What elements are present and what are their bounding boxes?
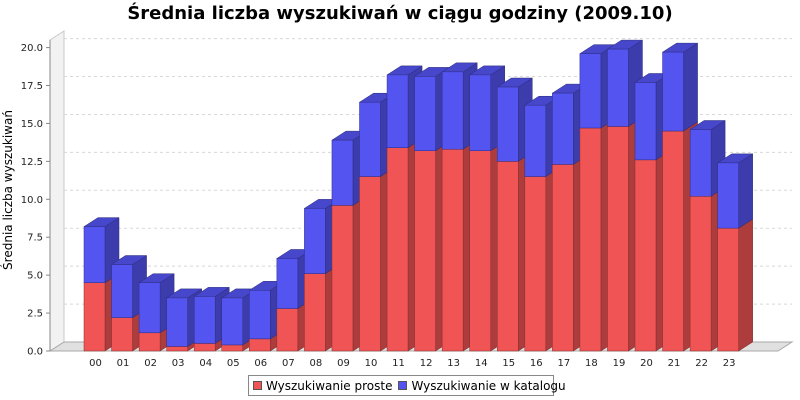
- y-tick-label: 0.0: [27, 347, 43, 358]
- x-tick-label-01: 01: [117, 358, 130, 369]
- y-tick-label: 7.5: [27, 233, 43, 244]
- x-tick-label-12: 12: [420, 358, 433, 369]
- x-tick-label-18: 18: [585, 358, 598, 369]
- x-tick-label-20: 20: [640, 358, 653, 369]
- legend-item-simple: Wyszukiwanie proste: [253, 379, 392, 393]
- legend: Wyszukiwanie proste Wyszukiwanie w katal…: [248, 375, 566, 396]
- x-tick-label-02: 02: [144, 358, 157, 369]
- x-tick-label-10: 10: [365, 358, 378, 369]
- legend-label-simple: Wyszukiwanie proste: [266, 378, 393, 393]
- legend-swatch-catalog: [398, 381, 408, 390]
- bar-catalog-21: [661, 42, 699, 132]
- bar-simple-23: [716, 218, 754, 352]
- bar-catalog-23: [716, 153, 754, 229]
- x-tick-label-03: 03: [172, 358, 185, 369]
- x-tick-label-21: 21: [668, 358, 681, 369]
- x-tick-label-14: 14: [475, 358, 488, 369]
- y-axis-ticks: 0.0 2.5 5.0 7.5 10.0 12.5 15.0 17.5 20.0: [21, 43, 50, 358]
- y-tick-label: 17.5: [21, 81, 43, 92]
- x-tick-label-04: 04: [199, 358, 212, 369]
- y-tick-label: 10.0: [21, 195, 43, 206]
- x-tick-label-17: 17: [557, 358, 570, 369]
- x-tick-label-08: 08: [310, 358, 323, 369]
- bars: [83, 39, 754, 352]
- y-tick-label: 15.0: [21, 119, 43, 130]
- legend-label-catalog: Wyszukiwanie w katalogu: [411, 378, 566, 393]
- bar-catalog-22: [689, 120, 726, 197]
- x-tick-label-13: 13: [447, 358, 460, 369]
- x-tick-label-19: 19: [613, 358, 626, 369]
- legend-item-catalog: Wyszukiwanie w katalogu: [398, 378, 566, 393]
- x-axis-ticks: 00 01 02 03 04 05 06 07 08 09 10 11 12 13 14 15 16 17 18 19…: [89, 358, 735, 369]
- y-tick-label: 12.5: [21, 157, 43, 168]
- x-tick-label-23: 23: [723, 358, 736, 369]
- chart-title: Średnia liczba wyszukiwań w ciągu godzin…: [127, 2, 672, 24]
- x-tick-label-00: 00: [89, 358, 102, 369]
- y-tick-label: 2.5: [27, 309, 43, 320]
- x-tick-label-07: 07: [282, 358, 295, 369]
- legend-swatch-simple: [253, 381, 262, 390]
- x-tick-label-11: 11: [392, 358, 405, 369]
- x-tick-label-16: 16: [530, 358, 543, 369]
- x-tick-label-22: 22: [695, 358, 708, 369]
- y-axis-label: Średnia liczba wyszukiwań: [0, 110, 15, 270]
- x-tick-label-15: 15: [502, 358, 515, 369]
- x-tick-label-06: 06: [254, 358, 267, 369]
- y-tick-label: 20.0: [21, 43, 43, 54]
- plot-left-wall: [49, 30, 65, 352]
- x-tick-label-09: 09: [337, 358, 350, 369]
- y-tick-label: 5.0: [27, 271, 43, 282]
- x-tick-label-05: 05: [227, 358, 240, 369]
